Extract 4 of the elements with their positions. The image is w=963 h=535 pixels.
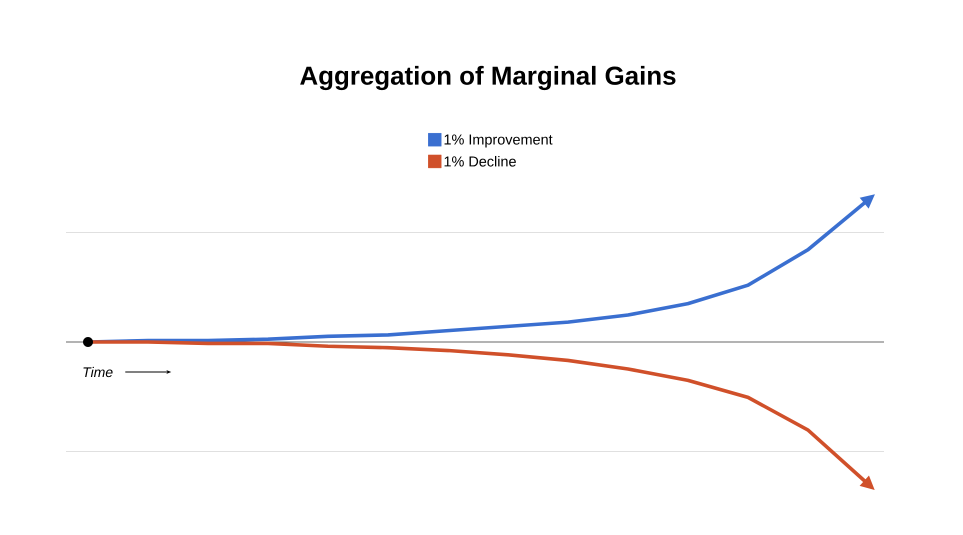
legend-label: 1% Decline — [444, 156, 516, 167]
x-axis-title: Time — [83, 366, 113, 378]
legend-label: 1% Improvement — [444, 134, 553, 148]
chart-title: Aggregation of Marginal Gains — [300, 66, 676, 90]
